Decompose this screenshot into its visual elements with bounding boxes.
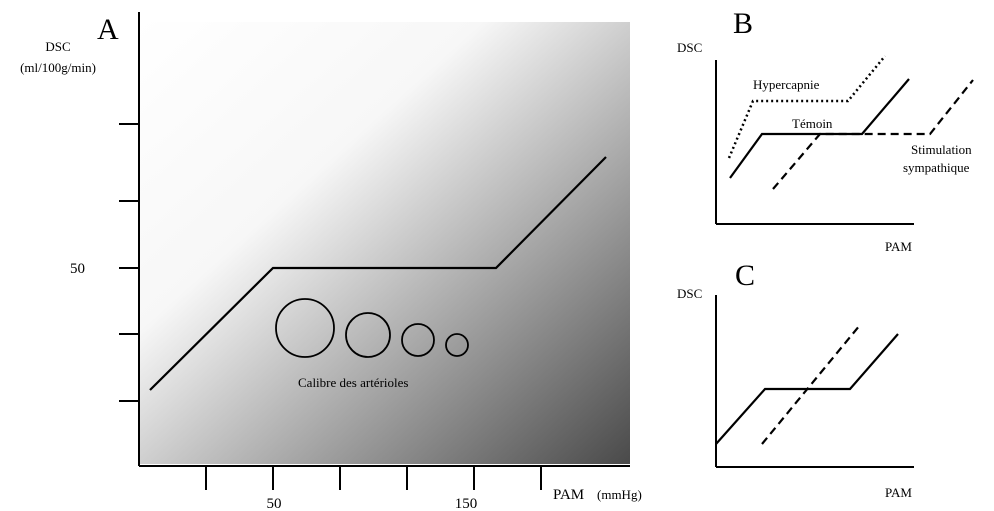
panel-a-gradient-background: [139, 22, 630, 464]
panel-b-label-sympathique: sympathique: [903, 160, 970, 175]
panel-a-autoregulation-curve: [149, 156, 607, 391]
panel-b-temoin-curve: [729, 78, 910, 179]
arterioles-caption: Calibre des artérioles: [298, 375, 408, 390]
panel-c-x-axis-title: PAM: [885, 485, 912, 500]
panel-c-letter: C: [735, 259, 755, 292]
arteriole-circle-smallest: [445, 333, 469, 357]
panel-b-x-axis-title: PAM: [885, 239, 912, 254]
panel-a-x-axis-unit: (mmHg): [597, 487, 642, 502]
panel-c: C DSC PAM: [677, 259, 914, 500]
panel-a-y-tick-label: 50: [70, 261, 85, 277]
panel-b-letter: B: [733, 7, 753, 40]
panel-c-dashed-curve: [761, 324, 861, 445]
panel-b-y-axis-title: DSC: [677, 40, 702, 55]
panel-a-x-axis-title: PAM: [553, 487, 584, 503]
panel-a: A DSC (ml/100g/min) 50 50 150 PAM (mmHg)…: [20, 12, 642, 511]
panel-a-x-tick-label: 150: [455, 496, 478, 511]
panel-b-label-stimulation: Stimulation: [911, 142, 972, 157]
panel-b: B DSC PAM Hypercapnie Témoin Stimulation…: [677, 7, 974, 254]
panel-b-hypercapnie-curve: [727, 55, 886, 159]
arteriole-circle-small: [401, 323, 435, 357]
arteriole-circle-medium: [345, 312, 391, 358]
panel-b-label-temoin: Témoin: [792, 116, 833, 131]
panel-a-x-tick-label: 50: [267, 496, 282, 511]
panel-a-y-axis-title: DSC: [45, 39, 70, 54]
panel-a-y-axis-unit: (ml/100g/min): [20, 60, 96, 75]
panel-a-letter: A: [97, 13, 119, 46]
panel-b-label-hypercapnie: Hypercapnie: [753, 77, 820, 92]
panel-c-y-axis-title: DSC: [677, 286, 702, 301]
arteriole-circle-large: [275, 298, 335, 358]
